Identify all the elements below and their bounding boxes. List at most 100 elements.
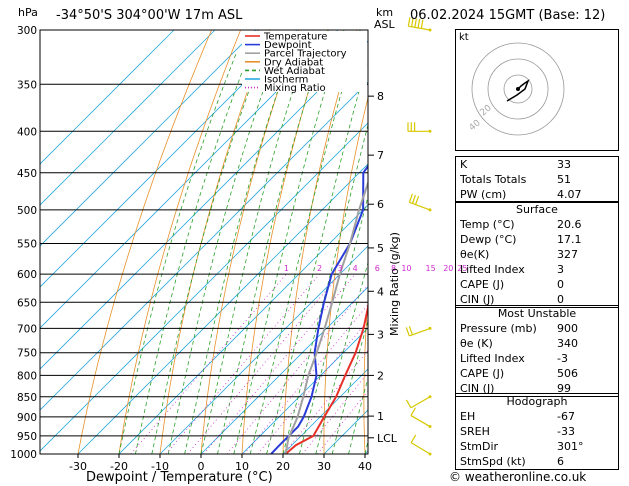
surface-value: 3: [557, 263, 564, 276]
index-label: Totals Totals: [460, 173, 527, 186]
pressure-tick-label: 700: [17, 323, 37, 335]
km-label: km: [376, 6, 394, 19]
series-parcel-trajectory: [284, 180, 368, 454]
isotherm-line: [200, 286, 368, 454]
hodo-value: -67: [557, 410, 575, 423]
wind-barb: [410, 434, 432, 456]
isotherm-line: [40, 30, 298, 288]
mu-row: Lifted Index -3: [456, 351, 618, 366]
series-dewpoint: [270, 164, 368, 454]
x-tick-label: -20: [110, 460, 128, 473]
pressure-tick-label: 900: [17, 412, 37, 424]
km-tick-label: LCL: [377, 432, 398, 445]
pressure-tick-label: 800: [17, 370, 37, 382]
legend-label: Parcel Trajectory: [264, 49, 347, 60]
dry-adiabat-line: [403, 18, 447, 454]
isotherm-line: [77, 163, 368, 454]
mu-value: 99: [557, 382, 571, 395]
mu-row: CAPE (J) 506: [456, 366, 618, 381]
pressure-tick-label: 600: [17, 269, 37, 281]
mixing-ratio-label: 2: [317, 264, 322, 273]
mixing-ratio-line: [283, 349, 368, 454]
dry-adiabat-line: [282, 30, 358, 454]
hodograph-table: Hodograph EH -67 SREH -33 StmDir 301° StmSpd (…: [455, 393, 619, 470]
legend-box: [242, 31, 367, 92]
mu-label: Lifted Index: [460, 352, 525, 365]
pressure-tick-label: 950: [17, 431, 37, 443]
hodo-label: EH: [460, 410, 476, 423]
x-tick-label: -30: [69, 460, 87, 473]
series-temperature: [284, 302, 368, 454]
legend-label: Isotherm: [264, 75, 308, 86]
surface-label: CAPE (J): [460, 278, 505, 291]
mixing-ratio-label: 3: [338, 264, 343, 273]
mu-value: 506: [557, 367, 578, 380]
x-tick-label: 30: [317, 460, 331, 473]
copyright: © weatheronline.co.uk: [449, 470, 587, 484]
mixing-ratio-label: 4: [353, 264, 358, 273]
surface-value: 327: [557, 248, 578, 261]
index-label: PW (cm): [460, 188, 507, 201]
surface-label: Lifted Index: [460, 263, 525, 276]
mu-row: θe (K) 340: [456, 336, 618, 351]
mu-label: CIN (J): [460, 382, 495, 395]
surface-row: Dewp (°C) 17.1: [456, 232, 618, 247]
wet-adiabat-line: [151, 30, 272, 454]
hodograph: 20 40 kt: [455, 29, 619, 151]
wind-barb: [407, 17, 432, 32]
x-tick-label: 10: [235, 460, 249, 473]
index-value: 33: [557, 158, 571, 171]
surface-label: Temp (°C): [460, 218, 515, 231]
surface-label: CIN (J): [460, 293, 495, 306]
legend-label: Dry Adiabat: [264, 57, 323, 68]
mu-value: 340: [557, 337, 578, 350]
pressure-tick-label: 850: [17, 392, 37, 404]
isotherm-line: [282, 368, 368, 454]
surface-table: Surface Temp (°C) 20.6 Dewp (°C) 17.1 θe(K) 3…: [455, 201, 619, 308]
hodo-label: StmSpd (kt): [460, 455, 526, 468]
km-tick-label: 7: [377, 149, 384, 162]
wet-adiabat-line: [331, 319, 368, 454]
hodograph-title: Hodograph: [506, 395, 568, 408]
hodo-value: 6: [557, 455, 564, 468]
km-tick-label: 6: [377, 198, 384, 211]
x-tick-label: -10: [151, 460, 169, 473]
legend-label: Dewpoint: [264, 40, 312, 51]
mixing-ratio-line: [187, 273, 341, 454]
x-tick-label: 20: [276, 460, 290, 473]
isotherm-line: [40, 81, 368, 411]
wind-barb: [410, 407, 432, 429]
km-tick-label: 2: [377, 369, 384, 382]
surface-label: Dewp (°C): [460, 233, 517, 246]
pressure-tick-label: 750: [17, 348, 37, 360]
hodo-row: SREH -33: [456, 424, 618, 439]
pressure-tick-label: 400: [17, 126, 37, 138]
mixing-ratio-label: 10: [401, 264, 411, 273]
mu-row: Pressure (mb) 900: [456, 321, 618, 336]
most-unstable-title: Most Unstable: [497, 307, 577, 320]
km-tick-label: 3: [377, 328, 384, 341]
pressure-tick-label: 550: [17, 238, 37, 250]
mixing-ratio-label: 20: [443, 264, 453, 273]
km-tick-label: 5: [377, 242, 384, 255]
asl-label: ASL: [374, 18, 395, 31]
dry-adiabat-line: [200, 30, 300, 454]
wet-adiabat-line: [118, 52, 237, 454]
surface-row: Lifted Index 3: [456, 262, 618, 277]
wind-barb: [405, 326, 432, 337]
surface-row: CIN (J) 0: [456, 292, 618, 307]
surface-value: 17.1: [557, 233, 582, 246]
plot-frame: [39, 29, 369, 455]
surface-value: 0: [557, 278, 564, 291]
wind-barb: [407, 122, 432, 133]
index-label: K: [460, 158, 468, 171]
isotherm-line: [40, 30, 216, 206]
mu-value: -3: [557, 352, 568, 365]
mixing-ratio-label: 8: [391, 264, 396, 273]
mu-label: Pressure (mb): [460, 322, 537, 335]
isotherm-line: [40, 30, 175, 165]
mixing-ratio-label: 1: [284, 264, 289, 273]
mu-value: 900: [557, 322, 578, 335]
legend-label: Mixing Ratio: [264, 83, 326, 94]
